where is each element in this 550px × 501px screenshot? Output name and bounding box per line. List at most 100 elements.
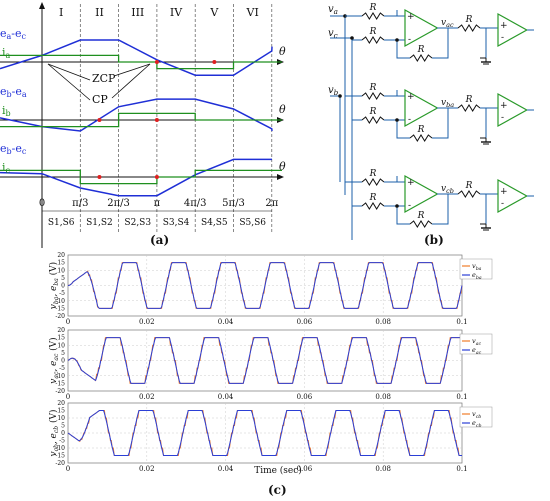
sector-label: VI <box>246 6 259 19</box>
angle-tick-label: π/3 <box>72 198 88 209</box>
legend-label-main: e <box>472 271 476 279</box>
bemf-label-mid: -e <box>12 142 22 155</box>
x-tick-label: 0.02 <box>139 393 155 401</box>
x-tick-label: 0.06 <box>297 318 313 326</box>
cp-label: CP <box>92 93 108 106</box>
minus-sign: - <box>501 113 504 123</box>
y-tick-label: 15 <box>57 408 65 415</box>
bemf-trace <box>0 98 273 132</box>
x-tick-label: 0 <box>66 318 70 326</box>
y-tick-label: 20 <box>57 400 65 407</box>
x-tick-label: 0.04 <box>218 318 234 326</box>
y-tick-label: 10 <box>57 342 65 349</box>
plus-sign: + <box>500 21 508 31</box>
y-tick-label: -5 <box>59 438 65 445</box>
bemf-label: ea-ec <box>0 27 27 41</box>
bemf-label-s1: a <box>7 32 12 41</box>
crossing-point <box>154 175 159 179</box>
output-label-main: v <box>441 184 446 194</box>
plus-sign: + <box>500 187 508 197</box>
crossing-point <box>97 118 102 122</box>
y-tick-label: -5 <box>59 290 65 297</box>
resistor-label: R <box>369 169 377 179</box>
switch-pair-label: S1,S6 <box>48 218 75 228</box>
resistor <box>457 190 481 198</box>
legend-label: eba <box>472 271 482 281</box>
resistor <box>409 220 433 228</box>
crossing-point <box>97 175 102 179</box>
legend-label-sub: ba <box>476 275 482 281</box>
legend-label-sub: cb <box>476 414 482 420</box>
output-label-sub: cb <box>446 187 454 195</box>
input-vb: vb <box>328 85 339 97</box>
resistor-label: R <box>465 181 473 191</box>
legend-label-main: v <box>472 337 476 345</box>
switch-pair-label: S3,S4 <box>163 218 190 228</box>
ylabel-mid: , e <box>49 361 59 372</box>
minus-sign: - <box>408 201 411 211</box>
y-tick-label: -15 <box>55 453 65 460</box>
zcp-label: ZCP <box>92 72 116 85</box>
plus-sign: + <box>407 92 415 102</box>
wire <box>396 206 410 225</box>
bemf-trace <box>0 39 273 76</box>
output-label: vac <box>441 18 454 29</box>
theta-label: θ <box>279 103 286 116</box>
resistor-label: R <box>417 45 425 55</box>
x-tick-label: 0.1 <box>456 465 467 473</box>
y-tick-label: -10 <box>55 445 65 452</box>
output-label-sub: ba <box>446 101 454 109</box>
y-tick-label: -10 <box>55 373 65 380</box>
x-tick-label: 0.06 <box>297 465 313 473</box>
legend-box <box>459 333 493 355</box>
switch-pair-label: S5,S6 <box>239 218 266 228</box>
y-tick-label: 0 <box>61 283 65 290</box>
x-tick-label: 0.02 <box>139 465 155 473</box>
bemf-trace <box>0 158 272 197</box>
theta-label: θ <box>279 45 286 58</box>
legend-label: vba <box>472 262 482 272</box>
ylabel-s2: ba <box>53 278 60 286</box>
bemf-label-t1: e <box>0 27 7 40</box>
wire <box>432 194 449 225</box>
output-label-main: v <box>441 98 446 108</box>
resistor-label: R <box>369 27 377 37</box>
x-tick-label: 0.04 <box>218 393 234 401</box>
output-label-main: v <box>441 18 446 28</box>
legend-box <box>459 258 493 280</box>
vertical-axis-arrow <box>39 2 45 9</box>
bemf-label-s1: b <box>7 90 12 99</box>
x-tick-label: 0 <box>66 393 70 401</box>
y-tick-label: -20 <box>55 313 65 320</box>
op-amp <box>404 88 439 128</box>
input-va-main: v <box>328 4 334 15</box>
y-tick-label: 20 <box>57 327 65 334</box>
crossing-point <box>154 60 159 64</box>
resistor-label: R <box>369 83 377 93</box>
switch-pair-label: S4,S5 <box>201 218 228 228</box>
y-tick-label: 0 <box>61 358 65 365</box>
bemf-label-t1: e <box>0 142 7 155</box>
op-amp <box>404 8 439 48</box>
resistor-label: R <box>369 107 377 117</box>
ylabel-s2: ac <box>53 353 60 361</box>
bemf-label-s1: b <box>7 147 12 156</box>
minus-sign: - <box>408 115 411 125</box>
resistor <box>361 116 385 124</box>
panel-b-label: (b) <box>424 233 444 247</box>
y-tick-label: 15 <box>57 335 65 342</box>
resistor <box>409 134 433 142</box>
resistor <box>409 54 433 62</box>
ylabel-s2: cb <box>53 426 60 433</box>
output-label: vba <box>441 98 454 109</box>
bemf-label-s2: c <box>22 32 27 41</box>
junction-dot <box>350 36 354 40</box>
ylabel-unit: (V) <box>48 262 59 278</box>
legend-label-sub: ba <box>476 266 482 272</box>
minus-sign: - <box>501 33 504 43</box>
input-vc-main: v <box>328 28 334 39</box>
resistor-label: R <box>417 125 425 135</box>
